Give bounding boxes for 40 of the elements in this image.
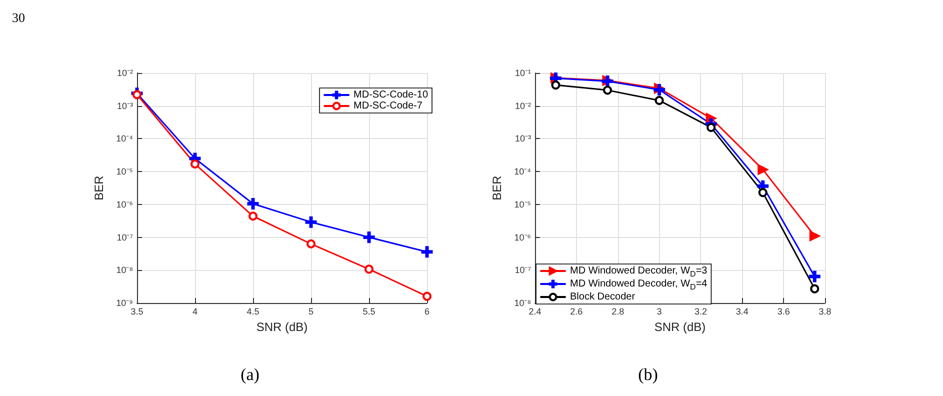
x-tick-label: 3.6 bbox=[777, 306, 790, 316]
y-axis-title: BER bbox=[490, 175, 504, 200]
x-tick-label: 4.5 bbox=[246, 306, 260, 316]
y-tick-label: 10⁻⁴ bbox=[514, 166, 532, 177]
y-tick-label: 10⁻⁶ bbox=[116, 199, 134, 210]
y-tick-label: 10⁻⁷ bbox=[116, 232, 133, 242]
x-axis-title: SNR (dB) bbox=[654, 320, 706, 334]
legend-label: Block Decoder bbox=[570, 292, 636, 302]
x-tick-label: 2.8 bbox=[612, 306, 624, 316]
y-tick-label: 10⁻⁵ bbox=[116, 166, 134, 177]
x-tick-label: 3.8 bbox=[818, 306, 832, 316]
y-axis-title: BER bbox=[92, 175, 106, 200]
y-tick-label: 10⁻⁸ bbox=[116, 265, 134, 276]
y-tick-label: 10⁻⁵ bbox=[514, 199, 532, 210]
x-tick-label: 6 bbox=[424, 306, 430, 316]
x-tick-label: 2.4 bbox=[528, 306, 542, 316]
x-tick-label: 3 bbox=[656, 306, 662, 316]
text: (a) bbox=[240, 365, 260, 384]
y-tick-label: 10⁻¹ bbox=[514, 68, 531, 78]
x-tick-label: 5 bbox=[308, 306, 314, 316]
y-tick-label: 10⁻⁹ bbox=[116, 298, 134, 308]
legend-label: MD-SC-Code-7 bbox=[354, 100, 423, 112]
y-tick-label: 10⁻⁷ bbox=[514, 265, 531, 276]
y-tick-label: 10⁻⁴ bbox=[116, 134, 134, 144]
y-tick-label: 10⁻⁸ bbox=[514, 298, 532, 308]
y-tick-label: 10⁻⁶ bbox=[514, 232, 532, 242]
x-tick-label: 3.4 bbox=[736, 306, 748, 316]
y-tick-label: 10⁻³ bbox=[514, 134, 531, 144]
legend-label: MD-SC-Code-10 bbox=[354, 90, 428, 100]
x-tick-label: 3.2 bbox=[694, 306, 707, 316]
x-tick-label: 5.5 bbox=[362, 306, 376, 316]
text: (b) bbox=[638, 365, 658, 384]
x-tick-label: 3.5 bbox=[130, 306, 144, 316]
x-tick-label: 4 bbox=[192, 306, 198, 316]
y-tick-label: 10⁻³ bbox=[116, 100, 133, 111]
y-tick-label: 10⁻² bbox=[116, 68, 133, 78]
text: 30 bbox=[12, 10, 25, 26]
y-tick-label: 10⁻² bbox=[514, 100, 531, 111]
x-axis-title: SNR (dB) bbox=[256, 320, 308, 334]
x-tick-label: 2.6 bbox=[570, 306, 583, 316]
